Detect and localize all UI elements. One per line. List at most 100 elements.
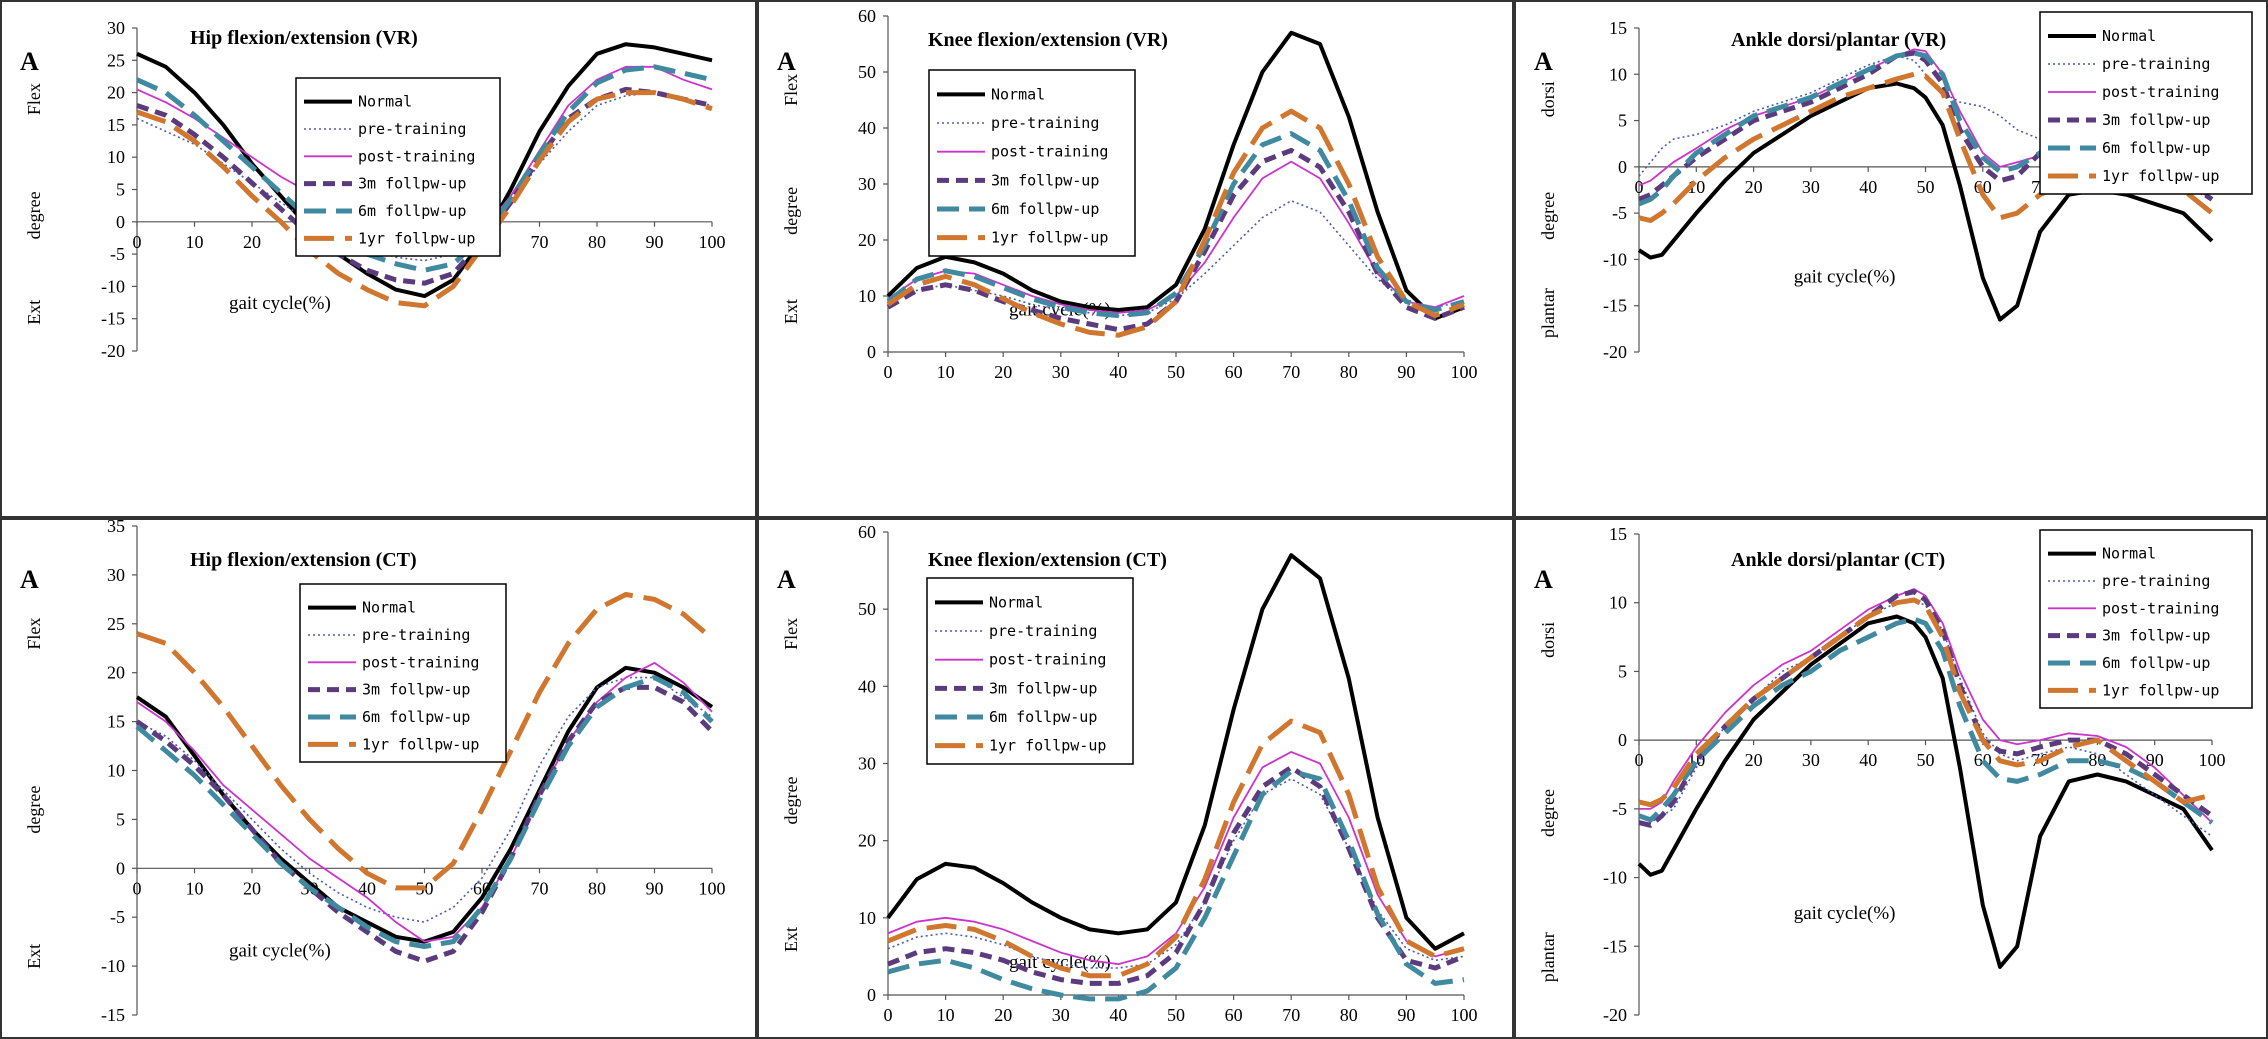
x-tick-label: 10 [937, 362, 955, 382]
legend-label: 6m follpw-up [2102, 139, 2210, 157]
legend-box [928, 69, 1136, 257]
legend-label: 6m follpw-up [358, 202, 466, 220]
series-line-1yr-follpw-up [887, 718, 1465, 979]
y-tick-label: 10 [107, 761, 125, 781]
x-tick-label: 60 [1225, 362, 1243, 382]
y-tick-label: 60 [858, 522, 876, 542]
x-tick-label: 80 [588, 232, 606, 252]
axis-side-label: plantar [1538, 288, 1558, 338]
x-tick-label: 10 [186, 878, 204, 898]
y-tick-label: 50 [858, 62, 876, 82]
legend-label: pre-training [989, 622, 1097, 640]
legend-label: pre-training [2102, 572, 2210, 590]
series-line-6m-follpw-up [135, 675, 714, 949]
legend-label: 1yr follpw-up [2102, 167, 2219, 185]
series-line-1yr-follpw-up [136, 90, 713, 309]
y-tick-label: 50 [858, 599, 876, 619]
y-tick-label: -10 [101, 956, 125, 976]
y-tick-label: -15 [1603, 296, 1627, 316]
legend-box [295, 77, 501, 257]
y-tick-label: 35 [107, 516, 125, 536]
axis-side-label: degree [24, 786, 44, 834]
y-tick-label: 15 [1609, 18, 1627, 38]
legend-label: 3m follpw-up [989, 679, 1097, 697]
legend-label: 3m follpw-up [2102, 627, 2210, 645]
y-tick-label: 40 [858, 676, 876, 696]
chart-ankle-vr: -20-15-10-50510150102030405060708090100A… [1534, 11, 2253, 362]
y-tick-label: 20 [858, 230, 876, 250]
legend-label: 3m follpw-up [991, 171, 1099, 189]
x-tick-label: 100 [699, 232, 726, 252]
y-tick-label: 30 [107, 18, 125, 38]
panel-letter: A [777, 47, 796, 76]
series-line-1yr-follpw-up [886, 108, 1465, 338]
series-line-3m-follpw-up [136, 86, 713, 286]
y-tick-label: 25 [107, 614, 125, 634]
legend-label: 6m follpw-up [991, 200, 1099, 218]
series-line-Normal [886, 30, 1465, 321]
y-tick-label: 20 [107, 83, 125, 103]
legend-label: 3m follpw-up [362, 681, 470, 699]
series-line-1yr-follpw-up [136, 592, 714, 891]
x-tick-label: 60 [1225, 1005, 1243, 1025]
x-axis-label: gait cycle(%) [229, 293, 331, 314]
legend-label: Normal [358, 93, 412, 111]
axis-side-label: Ext [24, 944, 44, 969]
axis-side-label: Ext [24, 300, 44, 325]
x-tick-label: 40 [1109, 362, 1127, 382]
legend-box [2039, 529, 2253, 709]
x-tick-label: 40 [1109, 1005, 1127, 1025]
series-line-6m-follpw-up [1638, 616, 2214, 825]
axis-side-label: Ext [781, 299, 801, 324]
axis-side-label: degree [24, 191, 44, 239]
y-tick-label: 15 [107, 115, 125, 135]
x-tick-label: 50 [1917, 750, 1935, 770]
chart-knee-vr: 0 10 20 30 40 50 60 0 10 20 30 40 50 60 70 80 90 100 A Knee… [777, 6, 1478, 382]
x-tick-label: 90 [646, 878, 664, 898]
legend-label: post-training [358, 147, 475, 165]
axis-side-label: degree [781, 777, 801, 825]
legend-label: 1yr follpw-up [989, 737, 1106, 755]
chart-title: Knee flexion/extension (CT) [928, 549, 1167, 571]
x-tick-label: 70 [531, 232, 549, 252]
y-tick-label: 0 [867, 985, 876, 1005]
x-tick-label: 20 [1745, 750, 1763, 770]
y-tick-label: 60 [858, 6, 876, 26]
series-line-Normal [1637, 614, 2214, 969]
legend-label: pre-training [2102, 55, 2210, 73]
y-tick-label: -20 [101, 341, 125, 361]
legend-label: 6m follpw-up [362, 708, 470, 726]
y-tick-label: 10 [858, 908, 876, 928]
y-tick-label: -20 [1603, 1005, 1627, 1025]
y-tick-label: 5 [116, 180, 125, 200]
x-tick-label: 20 [994, 362, 1012, 382]
y-tick-label: 10 [858, 286, 876, 306]
y-tick-label: 20 [858, 831, 876, 851]
legend-label: 3m follpw-up [358, 175, 466, 193]
series-line-Normal [886, 553, 1465, 951]
x-tick-label: 80 [2088, 750, 2106, 770]
x-tick-label: 10 [186, 232, 204, 252]
x-axis-label: gait cycle(%) [1794, 267, 1896, 288]
legend-label: 6m follpw-up [2102, 654, 2210, 672]
axis-side-label: plantar [1538, 932, 1558, 982]
y-tick-label: 15 [1609, 524, 1627, 544]
x-tick-label: 100 [2199, 750, 2226, 770]
x-axis-label: gait cycle(%) [1794, 903, 1896, 924]
series-line-1yr-follpw-up [1638, 597, 2213, 808]
axis-side-label: degree [1538, 789, 1558, 837]
x-tick-label: 30 [1802, 750, 1820, 770]
y-tick-label: 5 [1618, 661, 1627, 681]
x-tick-label: 80 [1340, 362, 1358, 382]
x-tick-label: 20 [994, 1005, 1012, 1025]
x-tick-label: 30 [1052, 362, 1070, 382]
panel-letter: A [1534, 47, 1553, 76]
legend-label: Normal [991, 85, 1045, 103]
y-tick-label: -10 [101, 276, 125, 296]
x-tick-label: 30 [1802, 177, 1820, 197]
x-tick-label: 40 [1859, 177, 1877, 197]
chart-hip-vr: -20-15-10-505101520253001020304050607080… [20, 18, 726, 361]
legend: Normal pre-training post-training 3m follpw… [928, 69, 1136, 257]
